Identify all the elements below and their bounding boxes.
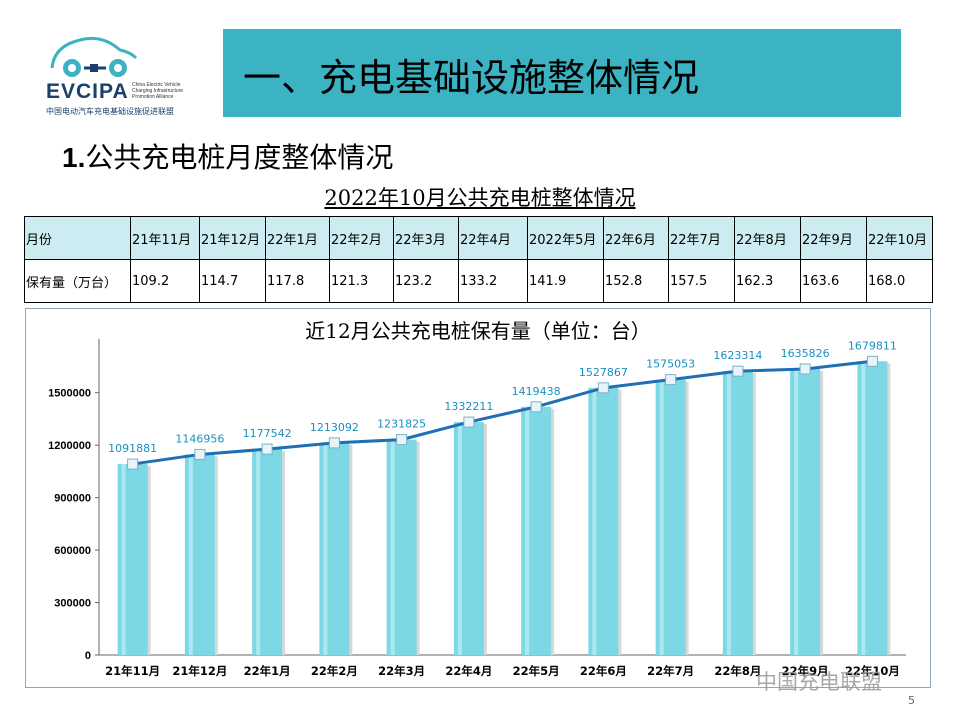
logo-subtitle: China Electric Vehicle Charging Infrastr… — [132, 82, 184, 100]
logo-name: EVCIPA — [46, 80, 129, 103]
y-tick-label: 1500000 — [48, 388, 91, 400]
value-cell: 163.6 — [800, 259, 867, 303]
month-cell: 22年9月 — [800, 216, 867, 260]
logo-cn-name: 中国电动汽车充电基础设施促进联盟 — [46, 107, 174, 116]
bar-highlight — [592, 387, 597, 655]
month-cell: 22年10月 — [866, 216, 933, 260]
y-tick-label: 900000 — [54, 493, 91, 505]
chart-title: 近12月公共充电桩保有量（单位：台） — [305, 319, 651, 343]
bar-highlight — [188, 454, 193, 655]
bar-highlight — [861, 361, 866, 655]
value-cell: 141.9 — [527, 259, 604, 303]
line-marker — [665, 374, 677, 386]
table-title: 2022年10月公共充电桩整体情况 — [324, 186, 636, 210]
bar-highlight — [525, 406, 530, 655]
y-tick-label: 300000 — [54, 598, 91, 610]
data-label: 1146956 — [175, 432, 224, 445]
data-label: 1575053 — [646, 358, 695, 371]
value-cell: 133.2 — [458, 259, 528, 303]
line-marker — [127, 458, 139, 470]
line-marker — [530, 401, 542, 413]
value-cell: 168.0 — [866, 259, 933, 303]
x-tick-label: 21年12月 — [172, 664, 227, 678]
value-cell: 152.8 — [603, 259, 669, 303]
month-cell: 2022年5月 — [527, 216, 604, 260]
y-tick-label: 600000 — [54, 545, 91, 557]
bar-highlight — [659, 379, 664, 655]
line-marker — [799, 363, 811, 375]
month-cell: 22年7月 — [668, 216, 735, 260]
data-label: 1679811 — [848, 339, 897, 352]
month-cell: 22年8月 — [734, 216, 801, 260]
bar-highlight — [121, 464, 126, 655]
page-title: 一、充电基础设施整体情况 — [243, 56, 700, 100]
value-cell: 114.7 — [199, 259, 266, 303]
trend-line — [132, 359, 873, 466]
line-marker — [866, 355, 878, 367]
bar-highlight — [256, 449, 261, 655]
section-title: 公共充电桩月度整体情况 — [85, 141, 394, 174]
row-label-stock: 保有量（万台） — [24, 259, 131, 303]
data-label: 1231825 — [377, 418, 426, 431]
month-cell: 22年3月 — [393, 216, 459, 260]
bar-highlight — [457, 422, 462, 655]
value-cell: 123.2 — [393, 259, 459, 303]
data-label: 1213092 — [310, 421, 359, 434]
bar-highlight — [794, 368, 799, 655]
bar-highlight — [726, 371, 731, 655]
x-tick-label: 22年2月 — [311, 664, 358, 678]
month-cell: 22年1月 — [265, 216, 330, 260]
y-tick-label: 0 — [85, 650, 91, 662]
x-tick-label: 22年3月 — [378, 664, 425, 678]
value-cell: 109.2 — [130, 259, 200, 303]
chart-container: 近12月公共充电桩保有量（单位：台） 0 300000 600000 900000 12… — [25, 308, 931, 688]
line-marker — [597, 382, 609, 394]
line-marker — [463, 416, 475, 428]
title-bar: 一、充电基础设施整体情况 — [223, 29, 901, 117]
page-number: 5 — [908, 694, 915, 707]
month-cell: 22年2月 — [329, 216, 394, 260]
month-cell: 21年12月 — [199, 216, 266, 260]
line-marker — [328, 437, 340, 449]
data-label: 1332211 — [444, 400, 493, 413]
section-heading: 1.公共充电桩月度整体情况 — [62, 136, 393, 176]
line-marker — [396, 434, 408, 446]
chart-svg: 0 300000 600000 900000 1200000 1500000 21年11月 2… — [48, 339, 906, 678]
month-cell: 21年11月 — [130, 216, 200, 260]
table-row: 保有量（万台） 109.2 114.7 117.8 121.3 123.2 13… — [24, 259, 933, 303]
x-tick-label: 22年10月 — [845, 664, 900, 678]
line-marker — [194, 448, 206, 460]
x-tick-label: 22年4月 — [445, 664, 492, 678]
bar-highlight — [323, 442, 328, 655]
watermark: 中国充电联盟 — [756, 670, 882, 694]
data-label: 1419438 — [512, 385, 561, 398]
x-tick-label: 22年5月 — [513, 664, 560, 678]
month-cell: 22年4月 — [458, 216, 528, 260]
value-cell: 162.3 — [734, 259, 801, 303]
value-cell: 157.5 — [668, 259, 735, 303]
monthly-table: 月份 21年11月 21年12月 22年1月 22年2月 22年3月 22年4月… — [24, 216, 933, 303]
row-label-month: 月份 — [24, 216, 131, 260]
x-tick-label: 22年1月 — [244, 664, 291, 678]
data-label: 1635826 — [781, 347, 830, 360]
section-number: 1. — [62, 142, 86, 173]
y-tick-label: 1200000 — [48, 440, 91, 452]
data-label: 1091881 — [108, 442, 157, 455]
data-label: 1623314 — [713, 349, 762, 362]
table-row: 月份 21年11月 21年12月 22年1月 22年2月 22年3月 22年4月… — [24, 216, 933, 260]
x-tick-label: 22年8月 — [714, 664, 761, 678]
bar-highlight — [390, 439, 395, 655]
data-label: 1527867 — [579, 366, 628, 379]
value-cell: 121.3 — [329, 259, 394, 303]
x-tick-label: 22年9月 — [782, 664, 829, 678]
x-tick-label: 21年11月 — [105, 664, 160, 678]
x-tick-label: 22年6月 — [580, 664, 627, 678]
evcipa-logo — [40, 28, 210, 123]
x-tick-label: 22年7月 — [647, 664, 694, 678]
data-label: 1177542 — [243, 427, 292, 440]
value-cell: 117.8 — [265, 259, 330, 303]
month-cell: 22年6月 — [603, 216, 669, 260]
line-marker — [732, 365, 744, 377]
line-marker — [261, 443, 273, 455]
